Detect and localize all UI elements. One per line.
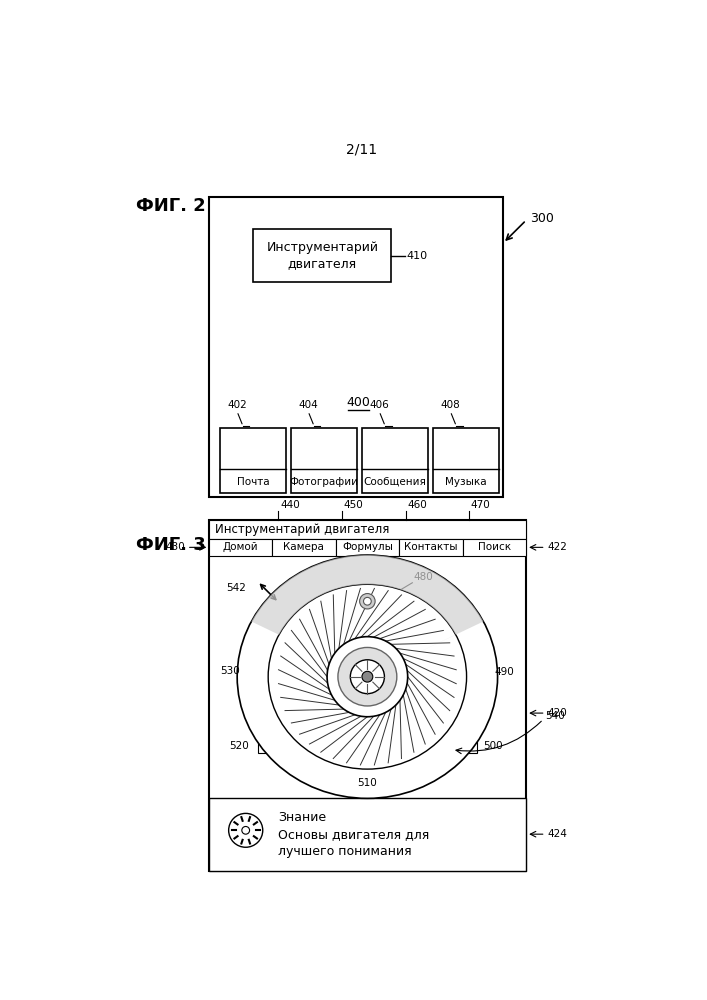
Text: Почта: Почта <box>237 477 269 487</box>
Text: Камера: Камера <box>284 542 325 552</box>
Bar <box>462 539 526 556</box>
Bar <box>399 539 462 556</box>
Bar <box>291 428 357 493</box>
Text: 530: 530 <box>220 666 240 676</box>
Bar <box>358 760 377 774</box>
Text: Музыка: Музыка <box>445 477 487 487</box>
Circle shape <box>264 743 271 751</box>
Bar <box>336 539 399 556</box>
Bar <box>220 428 286 493</box>
Text: 460: 460 <box>407 500 427 510</box>
Bar <box>209 539 272 556</box>
Bar <box>253 229 392 282</box>
Bar <box>363 428 428 493</box>
Text: 500: 500 <box>484 741 503 751</box>
Text: Сообщения: Сообщения <box>363 477 426 487</box>
Text: Формулы: Формулы <box>342 542 393 552</box>
Text: 408: 408 <box>440 400 460 410</box>
Text: Контакты: Контакты <box>404 542 457 552</box>
Text: 2/11: 2/11 <box>346 142 378 156</box>
Text: 410: 410 <box>407 251 428 261</box>
Text: 450: 450 <box>344 500 363 510</box>
Text: 440: 440 <box>280 500 300 510</box>
Bar <box>433 428 499 493</box>
Text: 300: 300 <box>530 212 554 225</box>
Text: ФИГ. 2: ФИГ. 2 <box>136 197 206 215</box>
Text: 430: 430 <box>165 542 185 552</box>
Text: 480: 480 <box>414 572 433 582</box>
Text: Знание
Основы двигателя для
лучшего понимания: Знание Основы двигателя для лучшего пони… <box>279 811 429 858</box>
Ellipse shape <box>237 555 498 798</box>
Text: 542: 542 <box>227 583 247 593</box>
Text: Инструментарий
двигателя: Инструментарий двигателя <box>267 241 378 271</box>
Text: 540: 540 <box>546 711 566 721</box>
Bar <box>258 739 277 753</box>
Text: 470: 470 <box>471 500 491 510</box>
Bar <box>272 539 336 556</box>
Text: 402: 402 <box>227 400 247 410</box>
Text: Фотографии: Фотографии <box>290 477 358 487</box>
Text: 422: 422 <box>547 542 567 552</box>
Circle shape <box>242 826 250 834</box>
Circle shape <box>363 597 371 605</box>
Ellipse shape <box>268 584 467 769</box>
Circle shape <box>351 660 385 694</box>
Circle shape <box>228 813 263 847</box>
Text: Поиск: Поиск <box>478 542 511 552</box>
Circle shape <box>363 763 371 771</box>
Text: 510: 510 <box>358 778 378 788</box>
Bar <box>460 739 477 753</box>
Circle shape <box>327 637 408 717</box>
Text: 490: 490 <box>494 667 514 677</box>
Text: 400: 400 <box>346 396 370 409</box>
Text: Инструментарий двигателя: Инструментарий двигателя <box>215 523 389 536</box>
Bar <box>209 197 503 497</box>
Text: 420: 420 <box>547 708 567 718</box>
Bar <box>209 520 526 871</box>
Circle shape <box>360 594 375 609</box>
Text: 404: 404 <box>298 400 318 410</box>
Text: 406: 406 <box>369 400 389 410</box>
Text: Домой: Домой <box>223 542 258 552</box>
Bar <box>243 667 264 682</box>
Text: 424: 424 <box>547 829 567 839</box>
Circle shape <box>362 671 373 682</box>
Text: 520: 520 <box>229 741 249 751</box>
Bar <box>209 798 526 871</box>
Polygon shape <box>252 555 484 677</box>
Circle shape <box>338 647 397 706</box>
Text: ФИГ. 3: ФИГ. 3 <box>136 536 206 554</box>
Bar <box>473 666 490 683</box>
Bar <box>209 520 526 539</box>
